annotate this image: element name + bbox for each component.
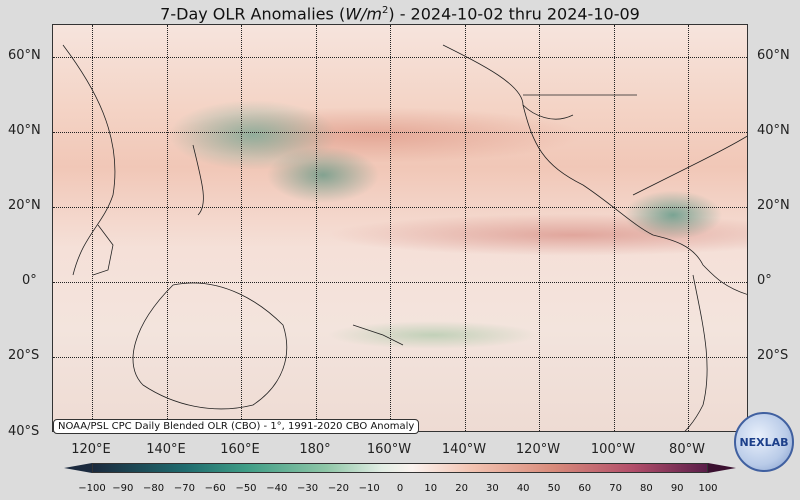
lon-label: 120°W	[515, 442, 561, 457]
gridline-lat-20s	[53, 357, 747, 358]
lat-label-left: 20°N	[8, 198, 41, 213]
gridline-lon-160w	[390, 25, 391, 431]
colorbar	[64, 462, 736, 474]
lon-label: 100°W	[590, 442, 636, 457]
coastline-layer	[62, 44, 747, 431]
colorbar-min-extension	[64, 463, 92, 473]
colorbar-tick-label: 60	[578, 483, 592, 494]
lon-label: 140°W	[441, 442, 487, 457]
colorbar-tick-label: −10	[358, 483, 380, 494]
colorbar-gradient	[92, 463, 708, 473]
data-source-note: NOAA/PSL CPC Daily Blended OLR (CBO) - 1…	[53, 419, 420, 434]
gridline-lat-60n	[53, 57, 747, 58]
gridline-lat-40n	[53, 132, 747, 133]
colorbar-tick-label: −30	[297, 483, 319, 494]
gridline-lon-180	[316, 25, 317, 431]
gridline-lon-120w	[539, 25, 540, 431]
lat-label-right: 0°	[757, 273, 772, 288]
colorbar-tick-label: −100	[78, 483, 106, 494]
colorbar-tick-label: 70	[609, 483, 622, 494]
lat-label-right: 40°N	[757, 123, 790, 138]
gridline-lat-20n	[53, 207, 747, 208]
colorbar-tick-label: −20	[327, 483, 349, 494]
colorbar-tick-label: 30	[486, 483, 499, 494]
gridline-lon-100w	[614, 25, 615, 431]
colorbar-tick-label: 10	[424, 483, 438, 494]
gridline-lon-140e	[167, 25, 168, 431]
lon-label: 160°W	[366, 442, 412, 457]
nexlab-logo: NEXLAB	[734, 412, 794, 472]
lat-label-left: 40°N	[8, 123, 41, 138]
colorbar-tick-label: 80	[640, 483, 653, 494]
gridline-lon-140w	[465, 25, 466, 431]
lon-label: 180°	[299, 442, 331, 457]
gridline-lat-0	[53, 282, 747, 283]
map-title: 7-Day OLR Anomalies (W/m2) - 2024-10-02 …	[160, 4, 640, 24]
colorbar-tick-label: 40	[516, 483, 530, 494]
lon-label: 120°E	[71, 442, 111, 457]
lat-label-left: 20°S	[8, 348, 40, 363]
lat-label-right: 60°N	[757, 48, 790, 63]
colorbar-tick-label: 90	[670, 483, 684, 494]
colorbar-tick-label: 100	[698, 483, 718, 494]
lon-label: 80°W	[669, 442, 705, 457]
lat-label-left: 40°S	[8, 424, 40, 439]
colorbar-tick-label: −90	[112, 483, 134, 494]
colorbar-max-extension	[708, 463, 736, 473]
colorbar-tick-label: −50	[235, 483, 257, 494]
lon-label: 140°E	[146, 442, 186, 457]
lon-label: 160°E	[220, 442, 260, 457]
colorbar-tick-label: 50	[547, 483, 561, 494]
lat-label-left: 60°N	[8, 48, 41, 63]
colorbar-tick-label: 20	[455, 483, 468, 494]
colorbar-tick-label: 0	[396, 483, 404, 494]
lat-label-right: 20°S	[757, 348, 789, 363]
colorbar-tick-label: −60	[204, 483, 226, 494]
colorbar-tick-label: −40	[266, 483, 288, 494]
lat-label-left: 0°	[22, 273, 37, 288]
gridline-lon-80w	[688, 25, 689, 431]
colorbar-tick-label: −80	[143, 483, 165, 494]
colorbar-tick-label: −70	[173, 483, 195, 494]
lat-label-right: 20°N	[757, 198, 790, 213]
olr-anomaly-map	[52, 24, 748, 432]
gridline-lon-160e	[241, 25, 242, 431]
gridline-lon-120e	[92, 25, 93, 431]
